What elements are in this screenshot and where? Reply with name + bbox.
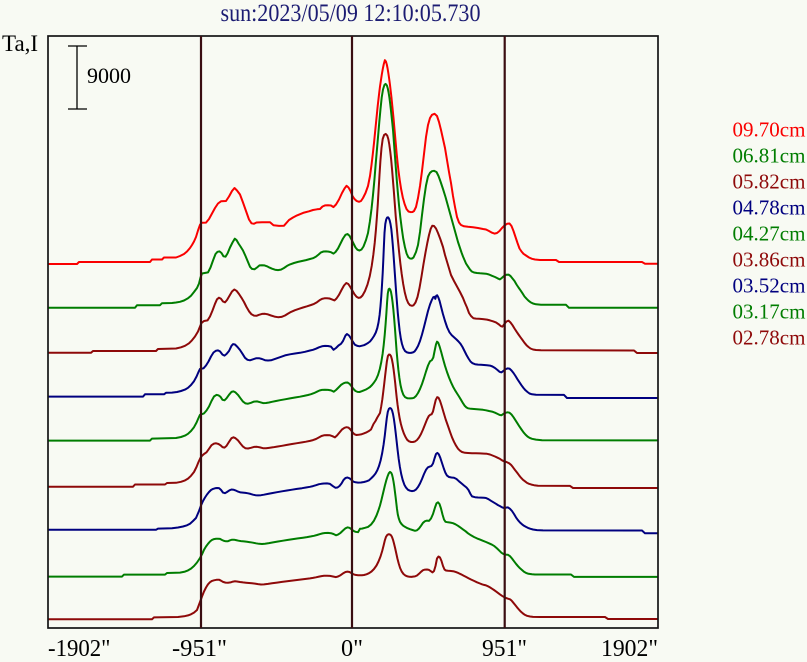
svg-text:0": 0" [341, 636, 363, 662]
svg-text:02.78cm: 02.78cm [733, 326, 806, 350]
svg-text:-1902": -1902" [48, 636, 111, 662]
svg-text:951": 951" [482, 636, 527, 662]
svg-text:09.70cm: 09.70cm [733, 117, 806, 141]
svg-text:sun:2023/05/09 12:10:05.730: sun:2023/05/09 12:10:05.730 [221, 0, 481, 27]
svg-text:1902": 1902" [601, 636, 658, 662]
svg-text:-951": -951" [172, 636, 227, 662]
svg-text:Ta,I: Ta,I [2, 31, 38, 56]
svg-text:9000: 9000 [87, 63, 131, 88]
svg-text:05.82cm: 05.82cm [733, 169, 806, 193]
svg-text:04.78cm: 04.78cm [733, 196, 806, 220]
svg-text:04.27cm: 04.27cm [733, 222, 806, 246]
svg-text:03.86cm: 03.86cm [733, 248, 806, 272]
svg-text:03.52cm: 03.52cm [733, 274, 806, 298]
svg-text:03.17cm: 03.17cm [733, 300, 806, 324]
svg-text:06.81cm: 06.81cm [733, 143, 806, 167]
